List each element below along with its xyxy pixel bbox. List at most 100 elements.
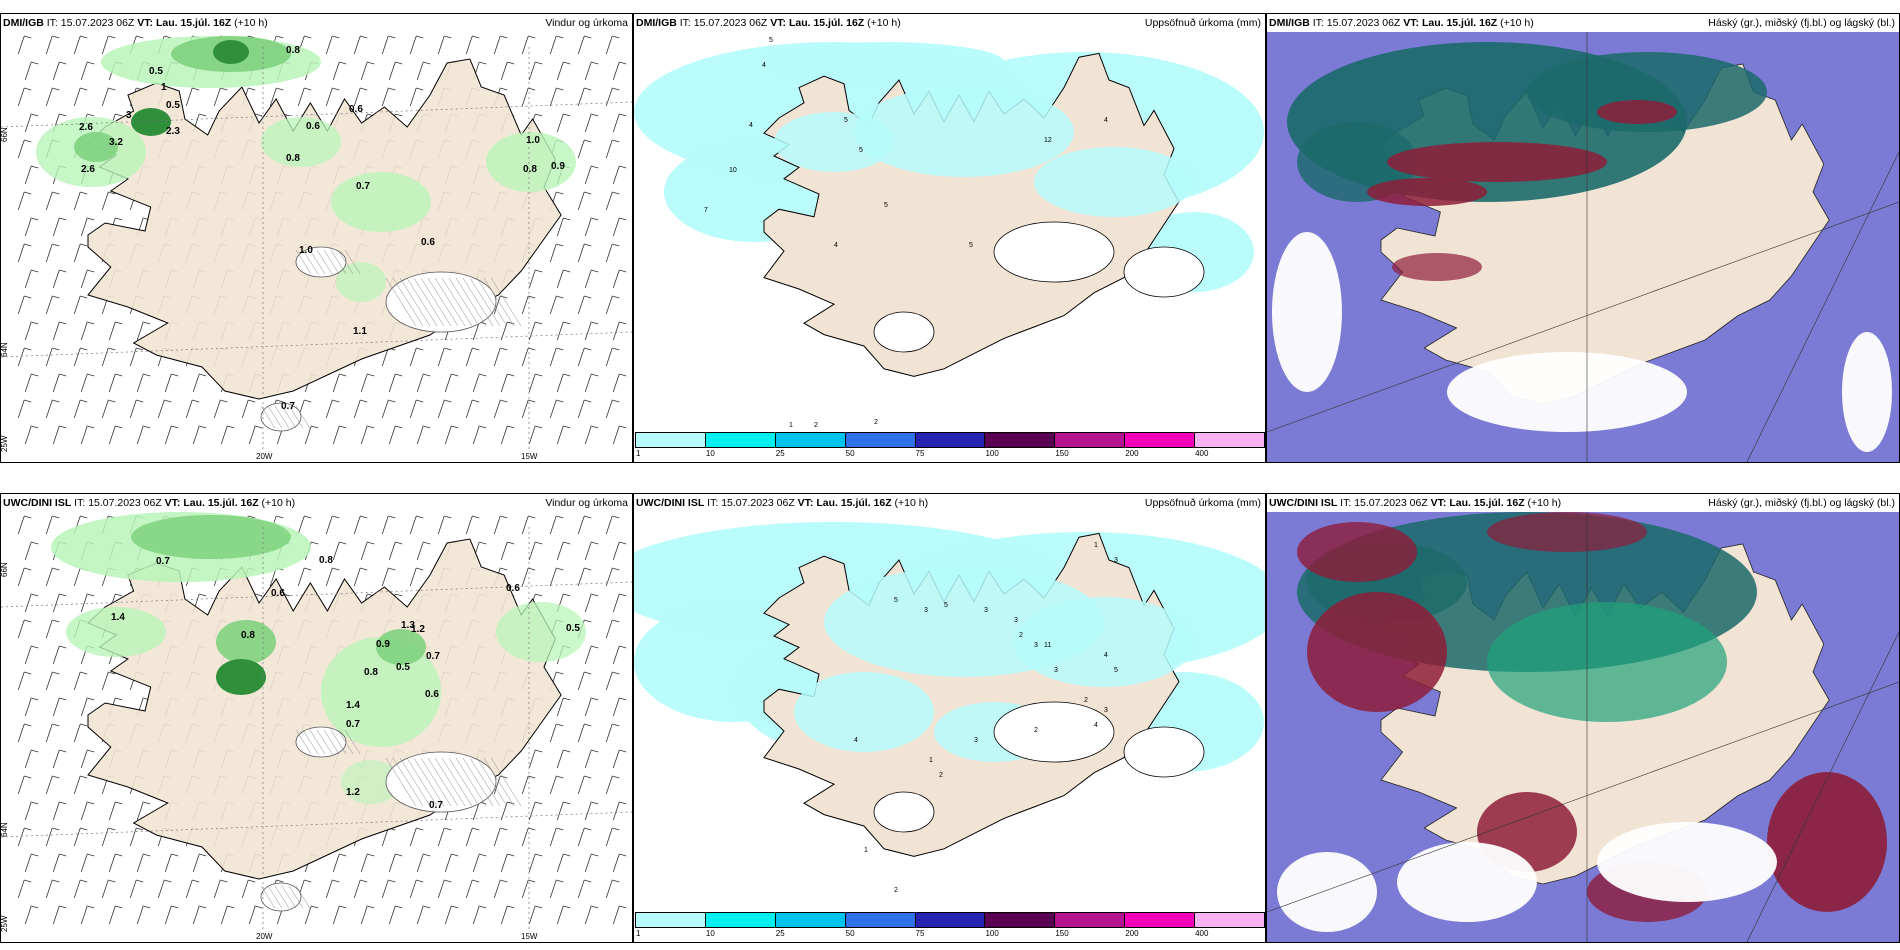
wind-barb <box>164 373 179 393</box>
wind-barb <box>325 87 340 107</box>
accumulated-precip-map: 4135533323113452342312124 N9 64N <box>634 522 1265 894</box>
wind-barb <box>17 243 32 263</box>
wind-barb <box>584 905 599 925</box>
accum-value-label: 12 <box>1044 137 1052 144</box>
wind-barb <box>577 399 592 419</box>
precip-value-label: 1.3 <box>401 620 415 631</box>
wind-barb <box>80 697 95 717</box>
accum-value-label: 4 <box>762 62 766 69</box>
wind-barb <box>521 347 536 367</box>
wind-barb <box>17 775 32 795</box>
wind-barb <box>444 853 459 873</box>
wind-barb <box>465 515 480 535</box>
wind-barb <box>381 87 396 107</box>
accum-value-label: 10 <box>729 167 737 174</box>
wind-barb <box>24 321 39 341</box>
wind-barb <box>612 541 627 561</box>
panel-accum-row2: UWC/DINI ISL IT: 15.07.2023 06Z VT: Lau.… <box>633 493 1266 943</box>
panel-header: DMI/IGB IT: 15.07.2023 06Z VT: Lau. 15.j… <box>1267 14 1899 32</box>
wind-barb <box>17 619 32 639</box>
wind-barb <box>353 515 368 535</box>
wind-barb <box>549 567 564 587</box>
wind-barb <box>17 139 32 159</box>
model-name: UWC/DINI ISL <box>1269 497 1338 509</box>
wind-barb <box>528 905 543 925</box>
precip-value-label: 3.2 <box>109 137 123 148</box>
wind-barb <box>45 399 60 419</box>
precip-value-label: 0.5 <box>149 66 163 77</box>
wind-barb <box>577 191 592 211</box>
wind-barb <box>493 879 508 899</box>
panel-title: Vindur og úrkoma <box>545 497 628 509</box>
colorbar-tick-label: 50 <box>845 449 855 458</box>
wind-barb <box>605 515 620 535</box>
colorbar-tick-label: 50 <box>845 929 855 938</box>
wind-barb <box>136 373 151 393</box>
precip-values: 0.8 0.5 1 0.5 3 2.6 3.2 2.3 2.6 0.6 0.6 0.8 1.0 0.8 0.… <box>79 45 565 412</box>
wind-barb <box>500 541 515 561</box>
colorbar-tick-label: 75 <box>915 449 925 458</box>
wind-barb <box>472 373 487 393</box>
wind-barb <box>52 269 67 289</box>
wind-barb <box>192 425 207 445</box>
lat-64-label: 64N <box>1 342 9 357</box>
vt-label: VT: <box>1430 497 1447 509</box>
precip-colorbar: 1 10 25 50 75 100 150 200 400 <box>635 432 1265 460</box>
wind-barb <box>101 671 116 691</box>
wind-barb <box>612 425 627 445</box>
wind-barb <box>108 801 123 821</box>
accum-value-label: 5 <box>944 602 948 609</box>
wind-barb <box>556 425 571 445</box>
accum-value-label: 3 <box>1014 617 1018 624</box>
wind-precip-map: 0.7 0.80.61.40.81.31.20.90.50.70.80.61.40… <box>1 512 632 941</box>
lat-66-label: 66N <box>1 562 9 577</box>
wind-barb <box>472 853 487 873</box>
precip-value-label: 1.2 <box>411 624 425 635</box>
wind-barb <box>584 593 599 613</box>
vt-value: Lau. 15.júl. 16Z <box>1421 17 1498 29</box>
panel-title: Uppsöfnuð úrkoma (mm) <box>1144 17 1261 29</box>
wind-barb <box>381 567 396 587</box>
accum-value-label: 3 <box>1114 557 1118 564</box>
accum-value-label: 2 <box>1034 727 1038 734</box>
wind-barb <box>388 905 403 925</box>
wind-barb <box>493 35 508 55</box>
wind-barb <box>192 905 207 925</box>
wind-barb <box>24 61 39 81</box>
wind-barb <box>24 373 39 393</box>
panel-title: Háský (gr.), miðský (fj.bl.) og lágský (… <box>1708 17 1895 29</box>
precip-value-label: 0.7 <box>156 556 170 567</box>
wind-barb <box>52 801 67 821</box>
wind-barb <box>521 567 536 587</box>
wind-barb <box>353 87 368 107</box>
wind-barb <box>556 373 571 393</box>
cloud-cover-map <box>1267 32 1899 462</box>
colorbar-tick-label: 100 <box>985 449 999 458</box>
wind-barb <box>493 515 508 535</box>
wind-barb <box>409 879 424 899</box>
precip-value-label: 1 <box>161 82 167 93</box>
precip-value-label: 1.1 <box>353 326 367 337</box>
wind-barb <box>584 697 599 717</box>
precip-value-label: 0.6 <box>425 689 439 700</box>
wind-barb <box>52 61 67 81</box>
accum-value-label: 3 <box>984 607 988 614</box>
wind-barb <box>136 321 151 341</box>
precip-shading <box>36 36 576 302</box>
wind-barb <box>17 515 32 535</box>
wind-barb <box>80 61 95 81</box>
wind-barb <box>500 853 515 873</box>
accum-value-label: 2 <box>1019 632 1023 639</box>
it-value: 15.07.2023 06Z <box>721 497 795 509</box>
accum-shading-land <box>774 87 1205 353</box>
panel-header: UWC/DINI ISL IT: 15.07.2023 06Z VT: Lau.… <box>1 494 632 512</box>
wind-barb <box>528 749 543 769</box>
wind-barb <box>409 827 424 847</box>
colorbar-swatch <box>635 432 706 448</box>
wind-barb <box>388 373 403 393</box>
accum-value-label: 5 <box>844 117 848 124</box>
wind-barb <box>297 567 312 587</box>
wind-barb <box>605 87 620 107</box>
wind-barb <box>80 905 95 925</box>
precip-value-label: 1.4 <box>346 700 360 711</box>
